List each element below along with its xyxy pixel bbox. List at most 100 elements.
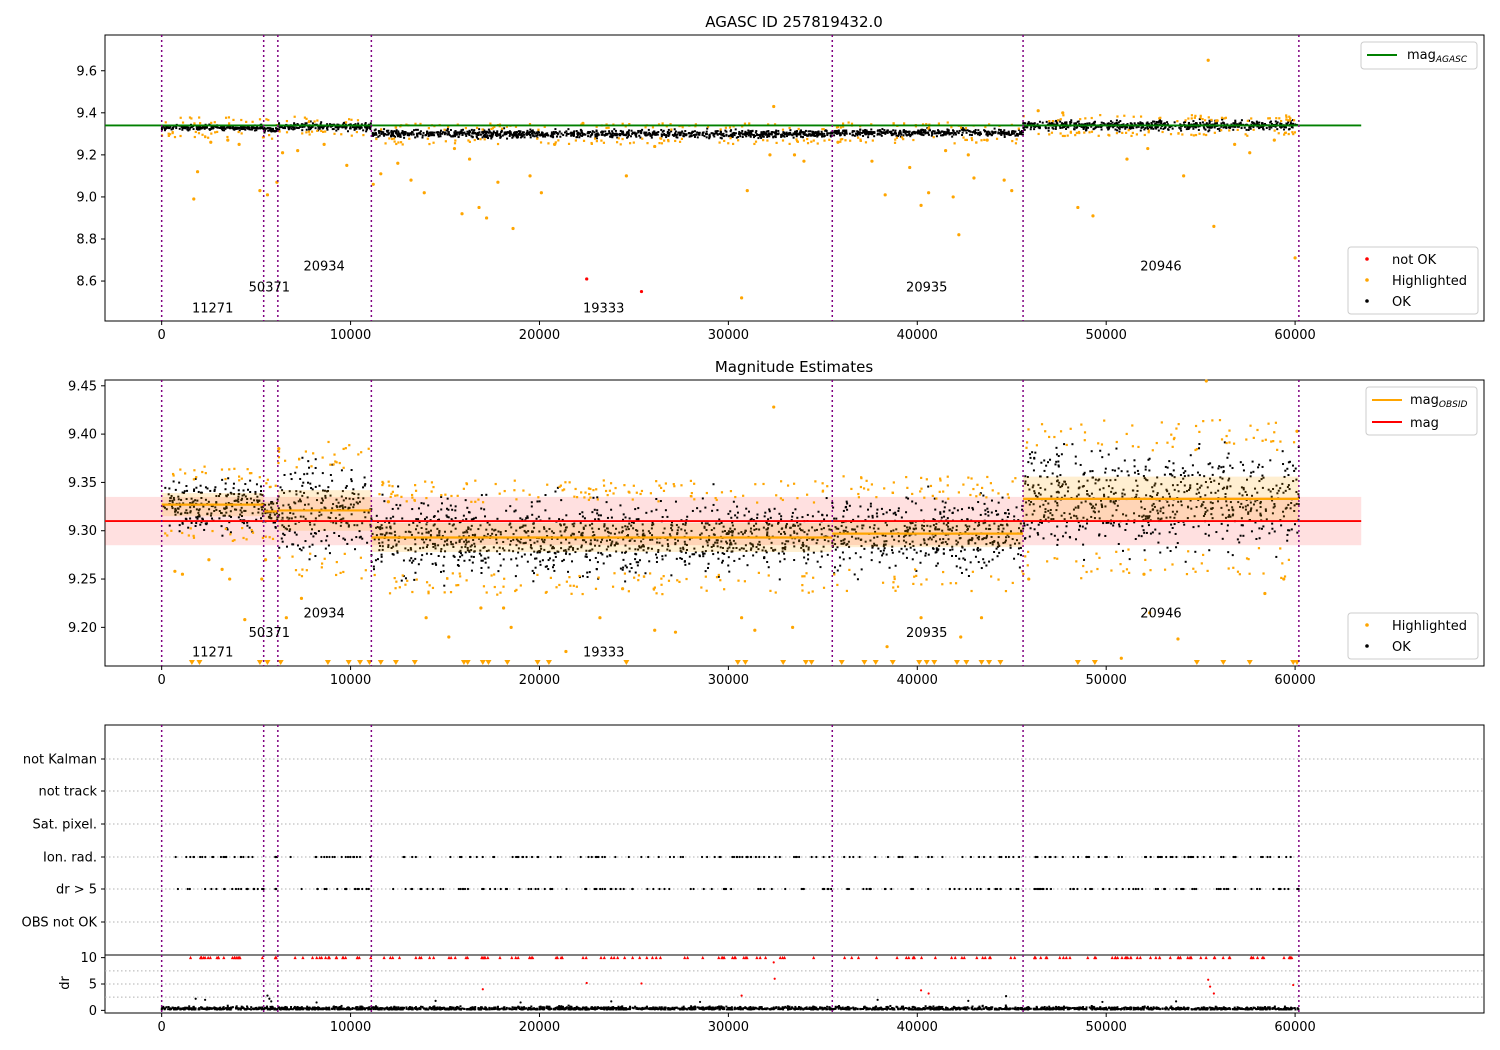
highlighted-point — [959, 126, 963, 129]
highlighted-point — [841, 122, 845, 125]
ok-point — [876, 535, 879, 538]
ok-point — [1023, 128, 1026, 131]
ok-point — [741, 135, 744, 138]
highlighted-point — [344, 121, 348, 124]
ok-point — [1011, 131, 1014, 134]
ok-point — [335, 129, 338, 132]
ok-point — [770, 547, 773, 550]
highlighted-point — [483, 138, 486, 141]
ok-point — [497, 133, 500, 136]
ok-point — [832, 538, 835, 541]
ok-point — [425, 523, 428, 526]
ok-point — [716, 539, 719, 542]
ok-point — [281, 524, 284, 527]
ok-point — [712, 503, 715, 506]
ok-point — [884, 521, 887, 524]
ok-point — [572, 132, 575, 135]
ok-point — [783, 133, 786, 136]
highlighted-point — [593, 137, 597, 140]
ok-point — [314, 485, 317, 488]
ok-point — [206, 487, 209, 490]
ok-point — [1012, 130, 1015, 133]
ok-point — [274, 127, 277, 130]
ok-point — [261, 508, 264, 511]
ok-point — [443, 584, 446, 587]
ok-point — [420, 538, 423, 541]
ok-point — [1282, 125, 1285, 128]
ok-point — [1082, 123, 1085, 126]
ok-point — [339, 125, 342, 128]
ok-point — [911, 133, 914, 136]
ok-point — [955, 539, 958, 542]
highlighted-point — [552, 142, 557, 146]
ok-point — [787, 133, 790, 136]
ok-point — [839, 564, 842, 567]
ok-point — [198, 514, 201, 517]
ok-point — [704, 506, 707, 509]
ok-point — [834, 543, 837, 546]
ok-point — [1061, 122, 1064, 125]
ok-point — [483, 133, 486, 136]
ok-point — [831, 541, 834, 544]
ok-point — [645, 511, 648, 514]
ok-point — [187, 526, 190, 529]
ok-point — [581, 133, 584, 136]
ok-point — [1167, 128, 1170, 131]
ok-point — [762, 526, 765, 529]
ok-point — [706, 541, 709, 544]
ok-point — [468, 129, 471, 132]
ok-point — [625, 528, 628, 531]
ok-point — [272, 502, 275, 505]
ok-point — [240, 511, 243, 514]
ok-point — [272, 521, 275, 524]
highlighted-point — [823, 139, 826, 142]
ok-point — [162, 505, 165, 508]
ok-point — [971, 506, 974, 509]
ok-point — [496, 550, 499, 553]
ok-point — [225, 511, 228, 514]
ok-point — [754, 134, 757, 137]
ok-point — [242, 489, 245, 492]
ok-point — [729, 510, 732, 513]
ok-point — [1082, 126, 1085, 129]
ok-point — [462, 535, 465, 538]
ok-point — [318, 510, 321, 513]
ok-point — [684, 529, 687, 532]
ok-point — [571, 132, 574, 135]
ok-point — [636, 533, 639, 536]
ok-point — [851, 535, 854, 538]
ok-point — [464, 499, 467, 502]
highlighted-point — [653, 144, 657, 149]
ok-point — [1251, 121, 1254, 124]
ok-point — [999, 128, 1002, 131]
ok-point — [748, 132, 751, 135]
highlighted-point — [1121, 131, 1124, 135]
ok-point — [185, 485, 188, 488]
ok-point — [940, 541, 943, 544]
ok-point — [314, 458, 317, 461]
ok-point — [332, 521, 335, 524]
ok-point — [549, 135, 552, 138]
highlighted-point — [728, 126, 732, 129]
ok-point — [313, 532, 316, 535]
ok-point — [749, 134, 752, 137]
panel-mag-title: Magnitude Estimates — [715, 358, 873, 376]
ok-point — [279, 486, 282, 489]
ok-point — [622, 558, 625, 561]
ok-point — [203, 126, 206, 129]
ok-point — [884, 543, 887, 546]
ok-point — [540, 547, 543, 550]
ok-point — [164, 506, 167, 509]
ok-point — [603, 134, 606, 137]
ok-point — [676, 133, 679, 136]
ok-point — [721, 559, 724, 562]
ok-point — [421, 554, 424, 557]
ok-point — [447, 131, 450, 134]
highlighted-point — [1193, 116, 1196, 119]
ok-point — [807, 133, 810, 136]
ok-point — [263, 508, 266, 511]
highlighted-point — [467, 157, 472, 161]
ok-point — [499, 132, 502, 135]
ok-point — [503, 133, 506, 136]
ok-point — [328, 552, 331, 555]
